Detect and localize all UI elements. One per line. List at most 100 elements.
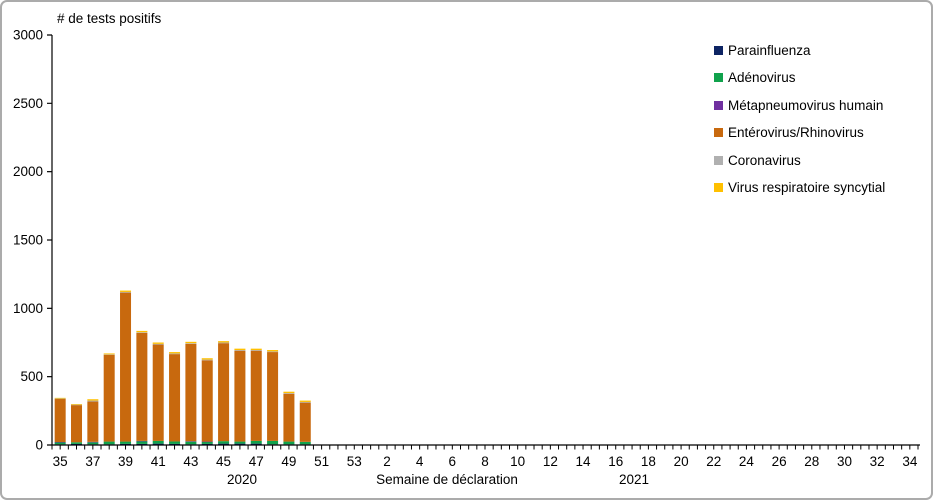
y-tick-label: 1500 <box>13 233 43 248</box>
bar-segment-week-37 <box>87 441 99 443</box>
bar-segment-week-47 <box>250 350 262 441</box>
x-tick-label: 14 <box>576 454 592 469</box>
bar-segment-week-36 <box>71 442 83 444</box>
bar-segment-week-41 <box>152 342 164 344</box>
y-tick-label: 0 <box>35 438 43 453</box>
bar-segment-week-42 <box>169 352 181 354</box>
bar-segment-week-43 <box>185 343 197 344</box>
bar-segment-week-45 <box>218 443 230 445</box>
bar-segment-week-35 <box>54 441 66 443</box>
bar-segment-week-41 <box>152 443 164 445</box>
x-tick-label: 53 <box>347 454 362 469</box>
legend-item-parainfluenza: Parainfluenza <box>714 42 885 58</box>
bar-segment-week-48 <box>267 350 279 352</box>
bar-segment-week-45 <box>218 343 230 442</box>
bar-segment-week-35 <box>54 398 66 442</box>
bar-segment-week-43 <box>185 441 197 442</box>
legend-label-parainfluenza: Parainfluenza <box>728 42 811 58</box>
y-tick-label: 500 <box>20 369 43 384</box>
bar-segment-week-49 <box>283 441 295 445</box>
bar-segment-week-41 <box>152 343 164 345</box>
x-tick-label: 49 <box>281 454 296 469</box>
bar-segment-week-39 <box>120 290 132 292</box>
bar-segment-week-49 <box>283 391 295 394</box>
legend-item-enterovirus-rhinovirus: Entérovirus/Rhinovirus <box>714 125 885 140</box>
bar-segment-week-47 <box>250 350 262 351</box>
bar-segment-week-43 <box>185 343 197 442</box>
legend-label-enterovirus-rhinovirus: Entérovirus/Rhinovirus <box>728 125 864 140</box>
legend-swatch-vrs <box>714 183 723 192</box>
bar-segment-week-38 <box>103 354 115 442</box>
x-tick-label: 34 <box>902 454 918 469</box>
bar-segment-week-48 <box>267 440 279 445</box>
bar-segment-week-37 <box>87 399 99 401</box>
x-tick-label: 6 <box>449 454 457 469</box>
bar-segment-week-38 <box>103 441 115 445</box>
x-axis-year-2020: 2020 <box>226 472 258 487</box>
bar-segment-week-45 <box>218 441 230 444</box>
legend-swatch-adenovirus <box>714 73 723 82</box>
bar-segment-week-50 <box>299 402 311 442</box>
bar-segment-week-35 <box>54 442 66 445</box>
bar-segment-week-46 <box>234 443 246 445</box>
x-tick-label: 10 <box>510 454 525 469</box>
bar-segment-week-36 <box>71 404 83 405</box>
bar-segment-week-43 <box>185 441 197 445</box>
x-axis-title: Semaine de déclaration <box>376 472 518 487</box>
bar-segment-week-36 <box>71 404 83 406</box>
chart-title: # de tests positifs <box>57 11 162 26</box>
bar-segment-week-46 <box>234 348 246 351</box>
x-tick-label: 4 <box>416 454 424 469</box>
legend-item-vrs: Virus respiratoire syncytial <box>714 180 886 195</box>
x-tick-label: 41 <box>151 454 166 469</box>
legend: Parainfluenza Adénovirus Métapneumovirus… <box>714 43 885 208</box>
legend-label-coronavirus: Coronavirus <box>728 152 801 168</box>
legend-swatch-parainfluenza <box>714 45 723 55</box>
y-tick-label: 2000 <box>13 164 43 179</box>
bar-segment-week-44 <box>201 358 213 360</box>
y-tick-label: 2500 <box>13 96 43 111</box>
bar-segment-week-50 <box>299 401 311 403</box>
bar-segment-week-49 <box>283 393 295 394</box>
x-tick-label: 47 <box>249 454 264 469</box>
bar-segment-week-42 <box>169 354 181 442</box>
x-tick-label: 43 <box>183 454 198 469</box>
x-tick-label: 12 <box>543 454 558 469</box>
bar-segment-week-41 <box>152 440 164 444</box>
x-tick-label: 20 <box>674 454 689 469</box>
bar-segment-week-44 <box>201 441 213 443</box>
bar-segment-week-40 <box>136 332 148 333</box>
bar-segment-week-35 <box>54 397 66 399</box>
bar-segment-week-39 <box>120 441 132 444</box>
x-tick-label: 35 <box>53 454 68 469</box>
bar-segment-week-50 <box>299 441 311 445</box>
bar-segment-week-49 <box>283 393 295 442</box>
bar-segment-week-38 <box>103 353 115 355</box>
bar-segment-week-46 <box>234 441 246 444</box>
bar-segment-week-38 <box>103 354 115 355</box>
bar-segment-week-40 <box>136 330 148 333</box>
bar-segment-week-44 <box>201 359 213 361</box>
legend-item-coronavirus: Coronavirus <box>714 152 885 168</box>
legend-item-metapneumovirus: Métapneumovirus humain <box>714 98 885 113</box>
x-tick-label: 22 <box>706 454 721 469</box>
bar-segment-week-48 <box>267 352 279 441</box>
bar-segment-week-48 <box>267 351 279 353</box>
bar-segment-week-47 <box>250 440 262 444</box>
bar-segment-week-39 <box>120 291 132 293</box>
x-axis-year-2021: 2021 <box>618 472 650 487</box>
bar-segment-week-39 <box>120 292 132 442</box>
bar-segment-week-40 <box>136 332 148 441</box>
bar-segment-week-50 <box>299 400 311 402</box>
x-tick-label: 2 <box>383 454 391 469</box>
bar-segment-week-37 <box>87 442 99 445</box>
bar-segment-week-45 <box>218 342 230 344</box>
legend-item-adenovirus: Adénovirus <box>714 70 885 85</box>
x-tick-label: 24 <box>739 454 755 469</box>
bar-segment-week-40 <box>136 441 148 444</box>
legend-label-vrs: Virus respiratoire syncytial <box>728 180 886 195</box>
x-tick-label: 39 <box>118 454 133 469</box>
y-tick-label: 3000 <box>13 28 43 43</box>
bar-segment-week-43 <box>185 341 197 344</box>
